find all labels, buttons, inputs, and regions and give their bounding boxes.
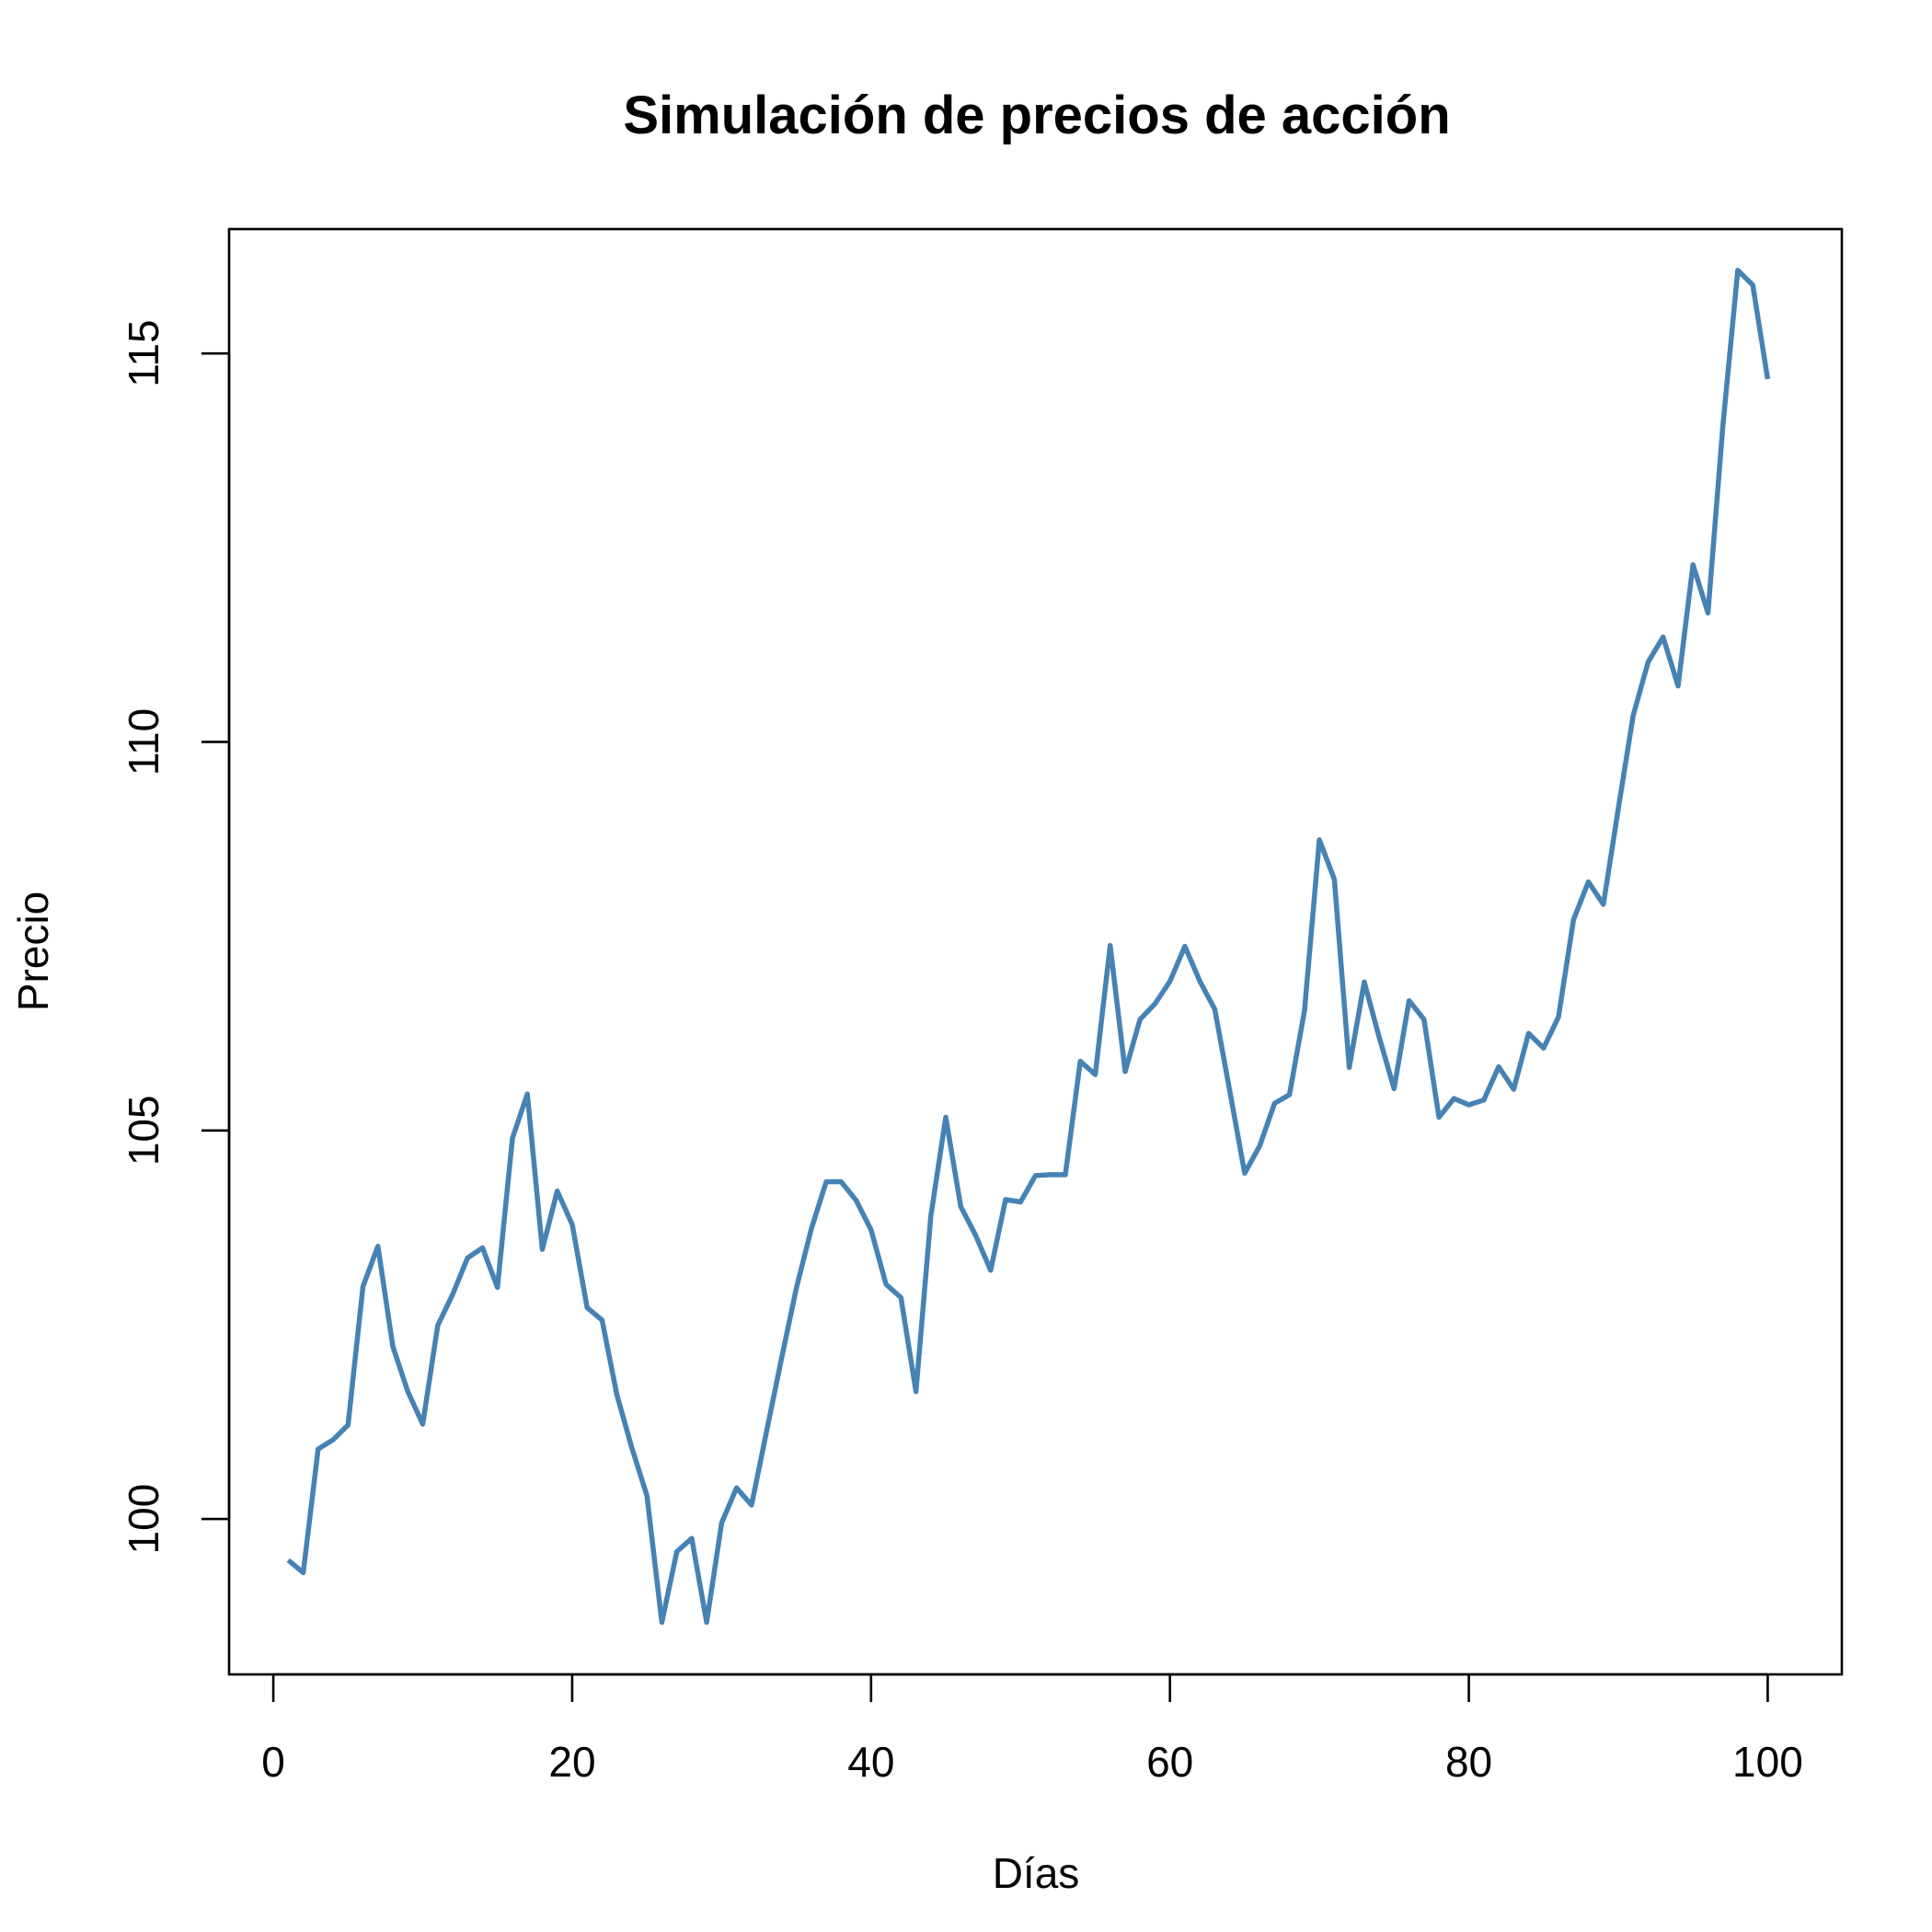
x-tick-label: 100: [1732, 1738, 1803, 1786]
chart-title: Simulación de precios de acción: [623, 86, 1450, 145]
x-tick-label: 40: [847, 1738, 894, 1786]
x-tick-label: 60: [1146, 1738, 1193, 1786]
y-tick-label: 115: [120, 319, 167, 386]
x-axis-label: Días: [993, 1849, 1080, 1897]
y-axis-label: Precio: [9, 891, 57, 1011]
y-tick-label: 105: [120, 1095, 167, 1166]
y-tick-label: 110: [120, 708, 167, 776]
y-tick-label: 100: [120, 1484, 167, 1555]
x-tick-label: 80: [1445, 1738, 1492, 1786]
plot-frame: [227, 227, 1844, 1676]
x-axis: 0 20 40 60 80 100: [261, 1673, 1803, 1786]
y-axis: 100 105 110 115: [120, 319, 231, 1555]
x-tick-label: 20: [548, 1738, 595, 1786]
price-series-line: [286, 268, 1771, 1626]
x-tick-label: 0: [261, 1738, 285, 1786]
